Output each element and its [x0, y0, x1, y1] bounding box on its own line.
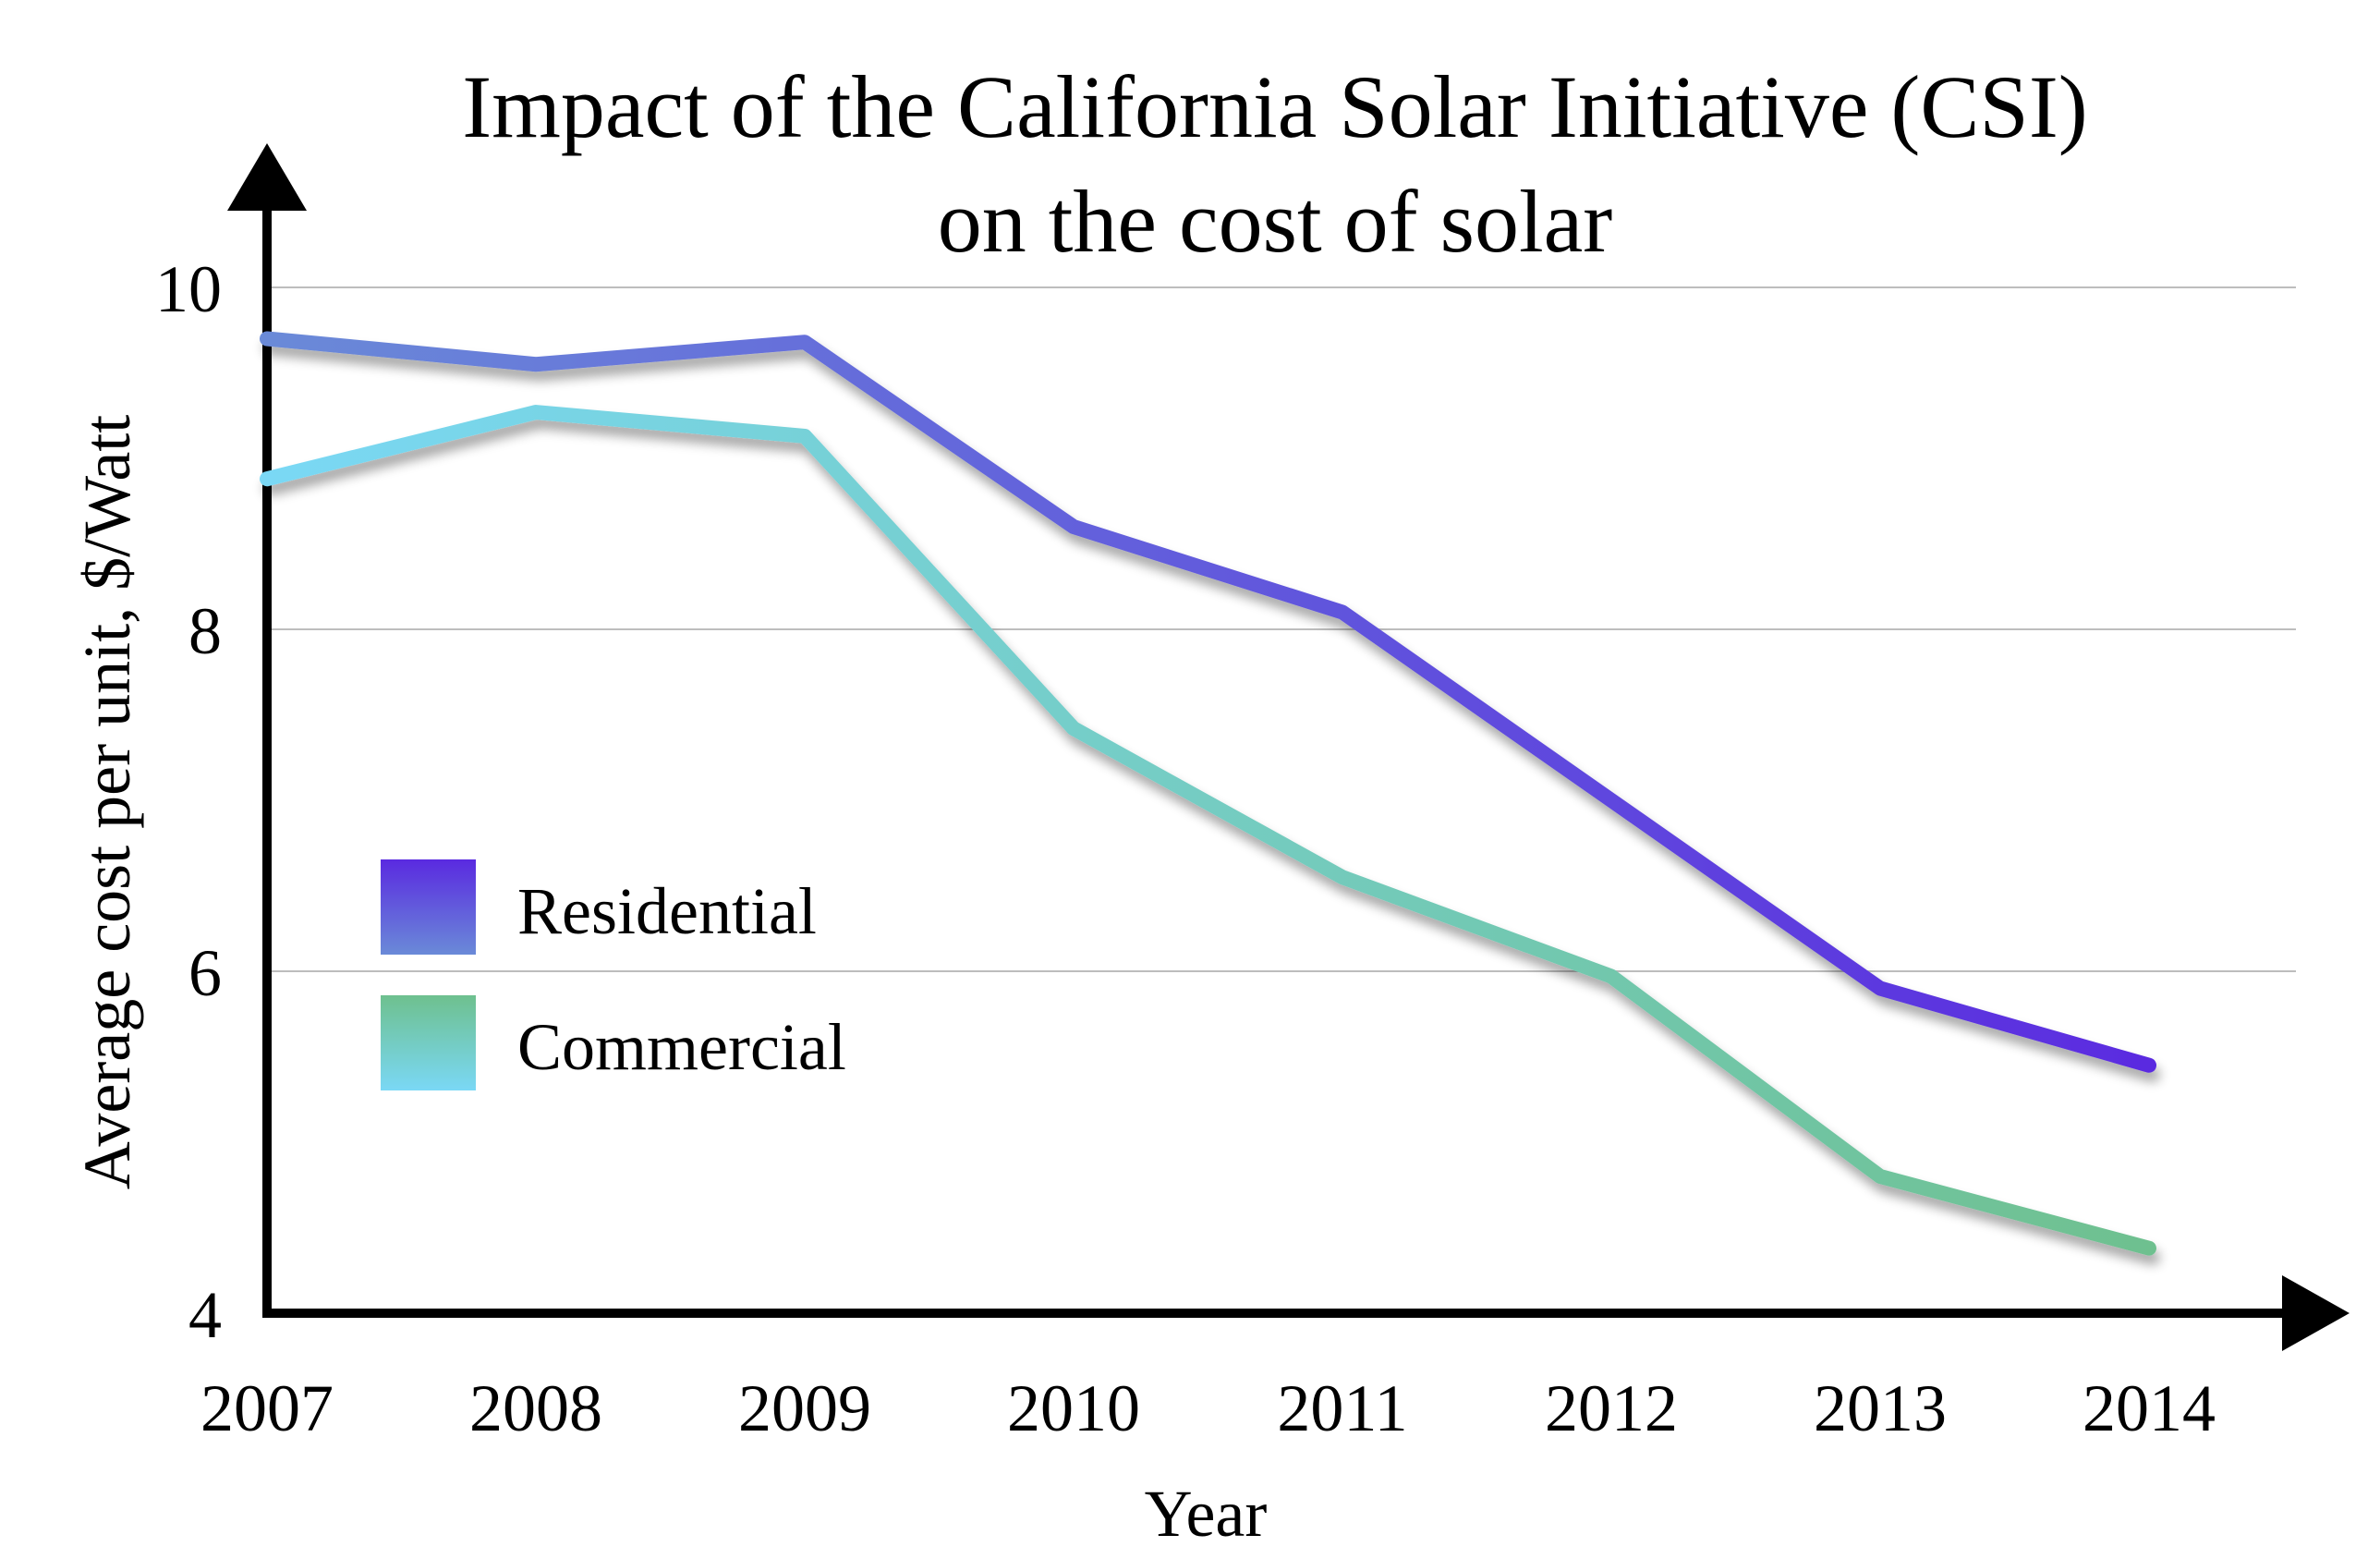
- x-tick-label: 2014: [2082, 1371, 2216, 1445]
- y-axis-arrow: [227, 143, 307, 211]
- x-axis-arrow: [2282, 1275, 2350, 1351]
- legend-label-commercial: Commercial: [517, 1010, 846, 1084]
- x-tick-label: 2007: [200, 1371, 334, 1445]
- y-tick-label: 10: [155, 252, 222, 326]
- legend-swatch-residential: [381, 859, 476, 955]
- chart-title-line-2: on the cost of solar: [938, 172, 1613, 271]
- x-tick-label: 2008: [469, 1371, 602, 1445]
- x-tick-labels: 2007 2008 2009 2010 2011 2012 2013 2014: [200, 1371, 2216, 1445]
- legend-label-residential: Residential: [517, 874, 817, 948]
- y-axis-title: Average cost per unit, $/Watt: [70, 415, 144, 1190]
- y-tick-labels: 4 6 8 10: [155, 252, 222, 1352]
- legend: Residential Commercial: [381, 859, 846, 1090]
- x-tick-label: 2013: [1814, 1371, 1947, 1445]
- series-line-residential: [260, 331, 2156, 1073]
- series-group: [260, 331, 2156, 1256]
- grid: [267, 286, 2296, 972]
- series-line-commercial: [260, 405, 2156, 1256]
- y-tick-label: 4: [188, 1278, 222, 1352]
- x-tick-label: 2012: [1545, 1371, 1678, 1445]
- chart-title-line-1: Impact of the California Solar Initiativ…: [462, 57, 2088, 156]
- y-tick-label: 6: [188, 936, 222, 1010]
- x-tick-label: 2011: [1277, 1371, 1407, 1445]
- x-tick-label: 2010: [1007, 1371, 1140, 1445]
- x-axis-title: Year: [1145, 1477, 1268, 1551]
- y-tick-label: 8: [188, 594, 222, 668]
- legend-swatch-commercial: [381, 995, 476, 1090]
- x-tick-label: 2009: [738, 1371, 871, 1445]
